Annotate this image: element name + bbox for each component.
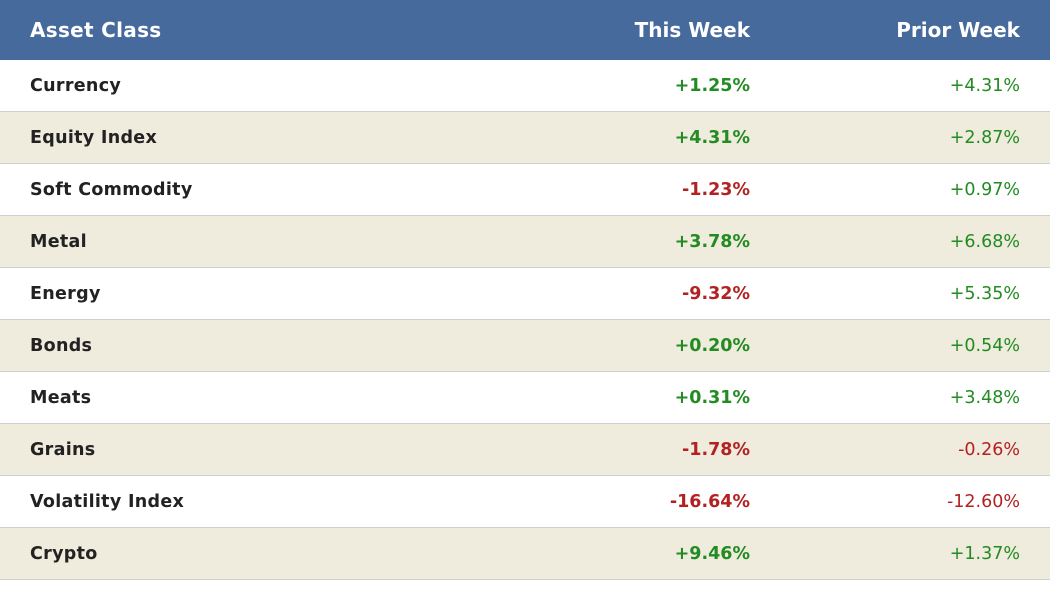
change-value: -0.26% xyxy=(958,439,1020,460)
asset-name: Grains xyxy=(30,439,96,460)
change-value: +0.31% xyxy=(674,387,750,408)
table-row: Volatility Index -16.64% -12.60% xyxy=(0,476,1050,528)
change-value: -12.60% xyxy=(946,491,1020,512)
change-value: +3.48% xyxy=(949,387,1020,408)
table-row: Bonds +0.20% +0.54% xyxy=(0,320,1050,372)
asset-name: Meats xyxy=(30,387,92,408)
change-value: +1.37% xyxy=(949,543,1020,564)
table-row: Grains -1.78% -0.26% xyxy=(0,424,1050,476)
change-value: +0.54% xyxy=(949,335,1020,356)
change-value: +6.68% xyxy=(949,231,1020,252)
table-row: Energy -9.32% +5.35% xyxy=(0,268,1050,320)
asset-name: Soft Commodity xyxy=(30,179,193,200)
change-value: +0.97% xyxy=(949,179,1020,200)
change-value: +5.35% xyxy=(949,283,1020,304)
table-row: Meats +0.31% +3.48% xyxy=(0,372,1050,424)
asset-name: Bonds xyxy=(30,335,93,356)
change-value: -1.23% xyxy=(682,179,750,200)
asset-name: Currency xyxy=(30,75,122,96)
table-row: Equity Index +4.31% +2.87% xyxy=(0,112,1050,164)
header-row: Asset Class This Week Prior Week xyxy=(0,0,1050,60)
asset-name: Volatility Index xyxy=(30,491,185,512)
change-value: +3.78% xyxy=(674,231,750,252)
table-row: Crypto +9.46% +1.37% xyxy=(0,528,1050,580)
asset-name: Energy xyxy=(30,283,101,304)
header-cell: Prior Week xyxy=(896,18,1020,42)
change-value: -1.78% xyxy=(682,439,750,460)
asset-name: Crypto xyxy=(30,543,98,564)
change-value: +2.87% xyxy=(949,127,1020,148)
change-value: +1.25% xyxy=(674,75,750,96)
change-value: +4.31% xyxy=(949,75,1020,96)
asset-name: Metal xyxy=(30,231,87,252)
change-value: -9.32% xyxy=(682,283,750,304)
change-value: +0.20% xyxy=(674,335,750,356)
change-value: +9.46% xyxy=(674,543,750,564)
table-row: Metal +3.78% +6.68% xyxy=(0,216,1050,268)
header-cell: This Week xyxy=(634,18,750,42)
asset-name: Equity Index xyxy=(30,127,158,148)
table-row: Soft Commodity -1.23% +0.97% xyxy=(0,164,1050,216)
table-row: Currency +1.25% +4.31% xyxy=(0,60,1050,112)
header-cell: Asset Class xyxy=(30,18,162,42)
change-value: +4.31% xyxy=(674,127,750,148)
change-value: -16.64% xyxy=(669,491,750,512)
